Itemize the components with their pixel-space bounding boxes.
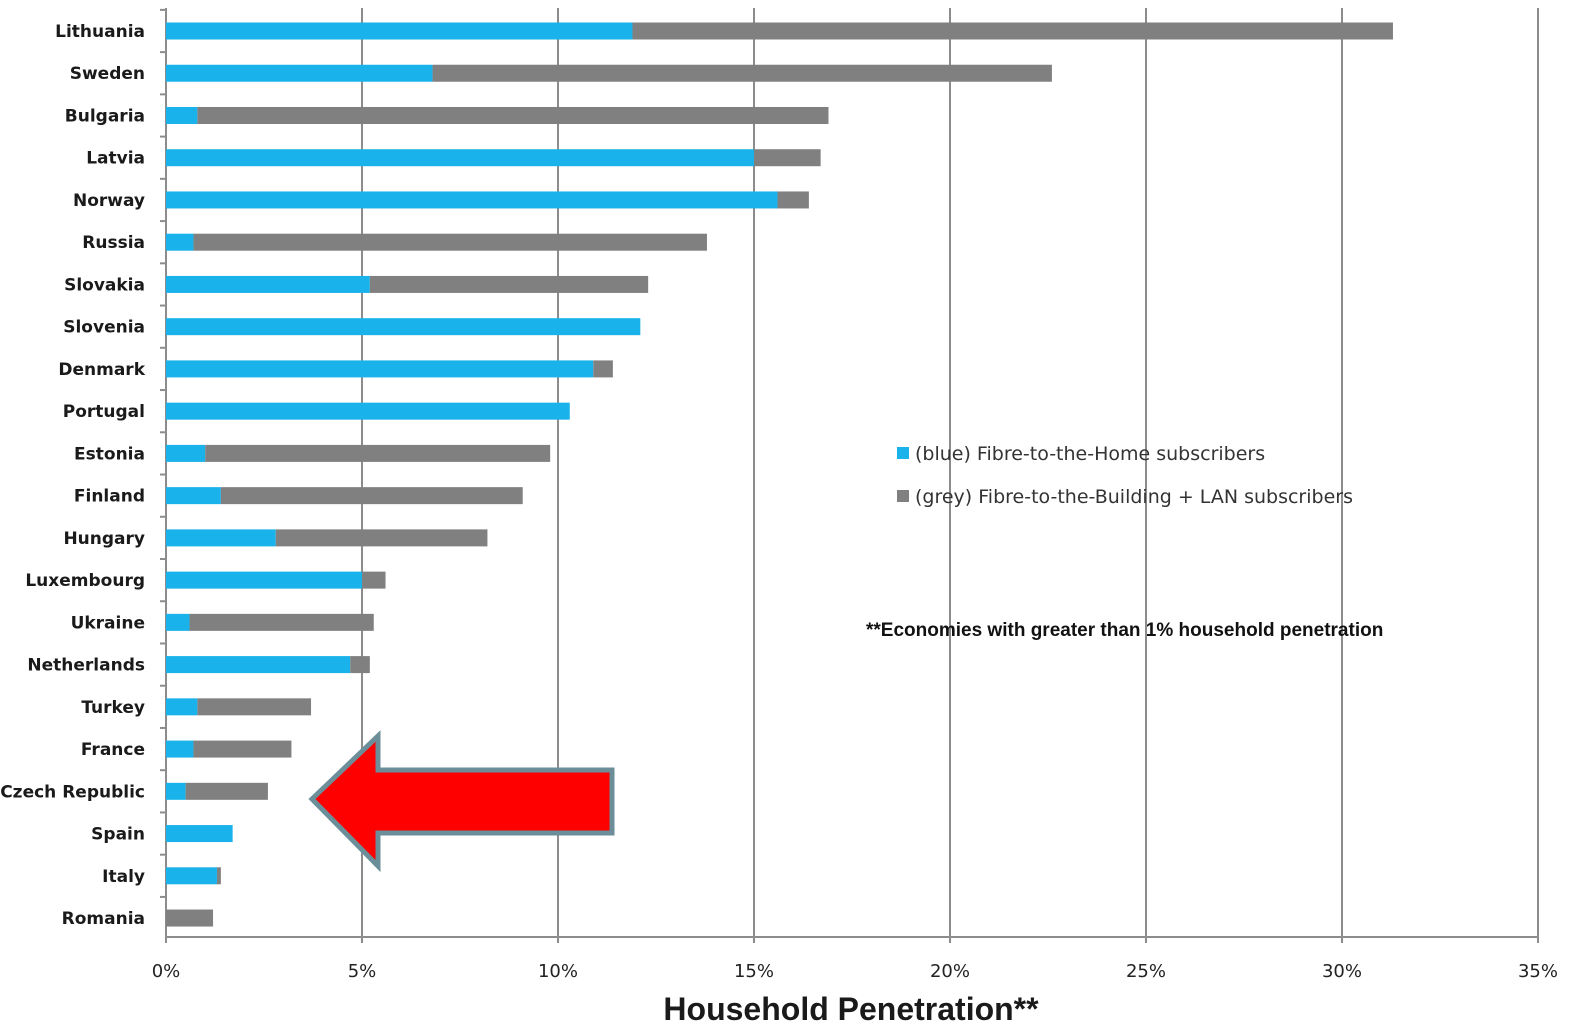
bar-ftth-turkey — [166, 698, 198, 716]
category-label-bulgaria: Bulgaria — [65, 106, 145, 126]
legend-label-fttb: (grey) Fibre-to-the-Building + LAN subsc… — [915, 486, 1353, 508]
category-label-ukraine: Ukraine — [71, 613, 145, 633]
category-label-latvia: Latvia — [86, 149, 145, 169]
bar-ftth-norway — [166, 191, 778, 209]
bar-ftth-portugal — [166, 402, 570, 420]
bar-ftth-spain — [166, 825, 233, 843]
bars — [166, 22, 1393, 927]
category-label-hungary: Hungary — [63, 529, 145, 549]
category-label-netherlands: Netherlands — [27, 656, 145, 676]
bar-ftth-czech-republic — [166, 782, 186, 800]
bar-ftth-estonia — [166, 444, 206, 462]
bar-fttb-lithuania — [632, 22, 1393, 40]
bar-fttb-denmark — [593, 360, 613, 378]
category-label-norway: Norway — [73, 191, 145, 211]
bar-ftth-slovakia — [166, 275, 370, 293]
x-axis-title: Household Penetration** — [663, 991, 1039, 1027]
x-tick-label-20: 20% — [930, 961, 970, 982]
category-label-france: France — [81, 740, 145, 760]
bar-fttb-turkey — [197, 698, 312, 716]
bar-fttb-luxembourg — [362, 571, 386, 589]
category-label-sweden: Sweden — [70, 64, 145, 84]
category-label-slovakia: Slovakia — [64, 275, 145, 295]
x-tick-label-15: 15% — [734, 961, 774, 982]
category-label-italy: Italy — [102, 867, 145, 887]
bar-fttb-estonia — [205, 444, 551, 462]
bar-ftth-ukraine — [166, 613, 190, 631]
bar-ftth-latvia — [166, 149, 754, 167]
bar-fttb-czech-republic — [185, 782, 268, 800]
bar-ftth-bulgaria — [166, 106, 198, 124]
bar-fttb-netherlands — [350, 656, 370, 674]
bar-fttb-slovakia — [369, 275, 649, 293]
bar-fttb-latvia — [754, 149, 821, 167]
bar-fttb-bulgaria — [197, 106, 829, 124]
legend-swatch-ftth — [897, 447, 909, 459]
category-label-spain: Spain — [91, 825, 145, 845]
bar-fttb-italy — [216, 867, 221, 885]
x-tick-label-25: 25% — [1126, 961, 1166, 982]
category-label-luxembourg: Luxembourg — [25, 571, 145, 591]
bar-fttb-france — [193, 740, 292, 758]
x-tick-label-30: 30% — [1322, 961, 1362, 982]
bar-ftth-netherlands — [166, 656, 351, 674]
bar-fttb-hungary — [275, 529, 488, 547]
category-labels: Lithuania Sweden Bulgaria Latvia Norway Russi… — [0, 22, 145, 929]
bar-ftth-denmark — [166, 360, 594, 378]
bar-ftth-slovenia — [166, 318, 641, 336]
bar-ftth-hungary — [166, 529, 276, 547]
bar-fttb-russia — [193, 233, 707, 251]
bar-ftth-russia — [166, 233, 194, 251]
bar-fttb-ukraine — [189, 613, 374, 631]
category-label-finland: Finland — [74, 487, 145, 507]
category-label-portugal: Portugal — [63, 402, 145, 422]
bar-fttb-norway — [777, 191, 809, 209]
x-tick-label-0: 0% — [152, 961, 181, 982]
legend-label-ftth: (blue) Fibre-to-the-Home subscribers — [915, 443, 1265, 465]
bar-ftth-luxembourg — [166, 571, 362, 589]
bar-ftth-finland — [166, 487, 221, 505]
category-label-turkey: Turkey — [81, 698, 145, 718]
bar-fttb-sweden — [432, 64, 1052, 82]
category-label-czech-republic: Czech Republic — [0, 782, 145, 802]
bar-ftth-france — [166, 740, 194, 758]
category-label-estonia: Estonia — [74, 444, 145, 464]
bar-fttb-finland — [220, 487, 523, 505]
category-label-denmark: Denmark — [58, 360, 145, 380]
x-tick-labels: 0% 5% 10% 15% 20% 25% 30% 35% — [152, 961, 1558, 982]
legend-swatch-fttb — [897, 490, 909, 502]
red-arrow-icon — [308, 730, 615, 873]
bar-fttb-romania — [166, 909, 214, 927]
category-label-romania: Romania — [62, 909, 145, 929]
bar-ftth-italy — [166, 867, 217, 885]
x-tick-label-35: 35% — [1518, 961, 1558, 982]
category-label-lithuania: Lithuania — [55, 22, 145, 42]
legend: (blue) Fibre-to-the-Home subscribers (gr… — [897, 443, 1353, 508]
bar-ftth-lithuania — [166, 22, 633, 40]
x-tick-label-10: 10% — [538, 961, 578, 982]
category-label-slovenia: Slovenia — [63, 318, 145, 338]
footnote-annotation: **Economies with greater than 1% househo… — [866, 620, 1383, 641]
category-label-russia: Russia — [82, 233, 145, 253]
x-tick-label-5: 5% — [348, 961, 377, 982]
bar-ftth-sweden — [166, 64, 433, 82]
